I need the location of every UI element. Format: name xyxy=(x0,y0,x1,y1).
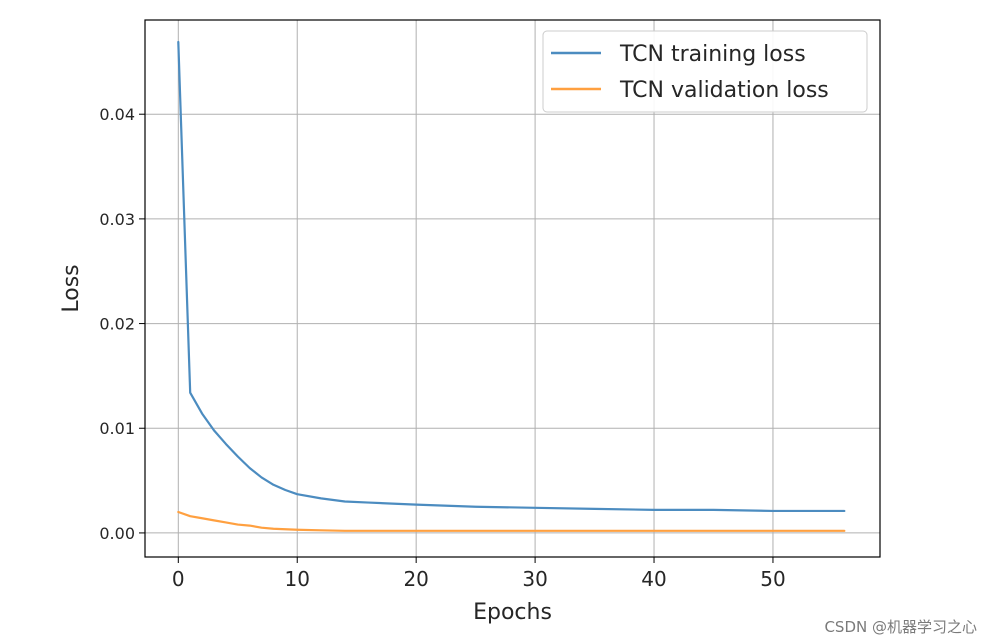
x-axis-label: Epochs xyxy=(473,600,552,625)
x-tick-label: 20 xyxy=(403,567,428,591)
plot-area-frame xyxy=(144,19,881,558)
series-line-training xyxy=(177,40,846,513)
x-tick-label: 10 xyxy=(285,567,310,591)
series-line-validation xyxy=(177,510,846,532)
y-tick-label: 0.00 xyxy=(99,524,135,543)
x-axis-ticks: 0 10 20 30 40 50 xyxy=(172,557,786,591)
x-tick-label: 30 xyxy=(522,567,547,591)
legend-box xyxy=(542,30,868,113)
watermark: CSDN @机器学习之心 xyxy=(824,618,977,636)
series-lines xyxy=(177,40,846,532)
y-axis-label: Loss xyxy=(59,264,84,312)
y-tick-label: 0.04 xyxy=(99,105,135,124)
x-tick-label: 40 xyxy=(641,567,666,591)
y-tick-label: 0.01 xyxy=(99,419,135,438)
legend-label-validation: TCN validation loss xyxy=(619,78,829,103)
x-tick-label: 0 xyxy=(172,567,185,591)
y-tick-label: 0.03 xyxy=(99,210,135,229)
legend: TCN training loss TCN validation loss xyxy=(542,30,868,113)
y-tick-label: 0.02 xyxy=(99,315,135,334)
legend-label-training: TCN training loss xyxy=(619,42,806,67)
x-tick-label: 50 xyxy=(760,567,785,591)
y-axis-ticks: 0.00 0.01 0.02 0.03 0.04 xyxy=(99,105,145,543)
